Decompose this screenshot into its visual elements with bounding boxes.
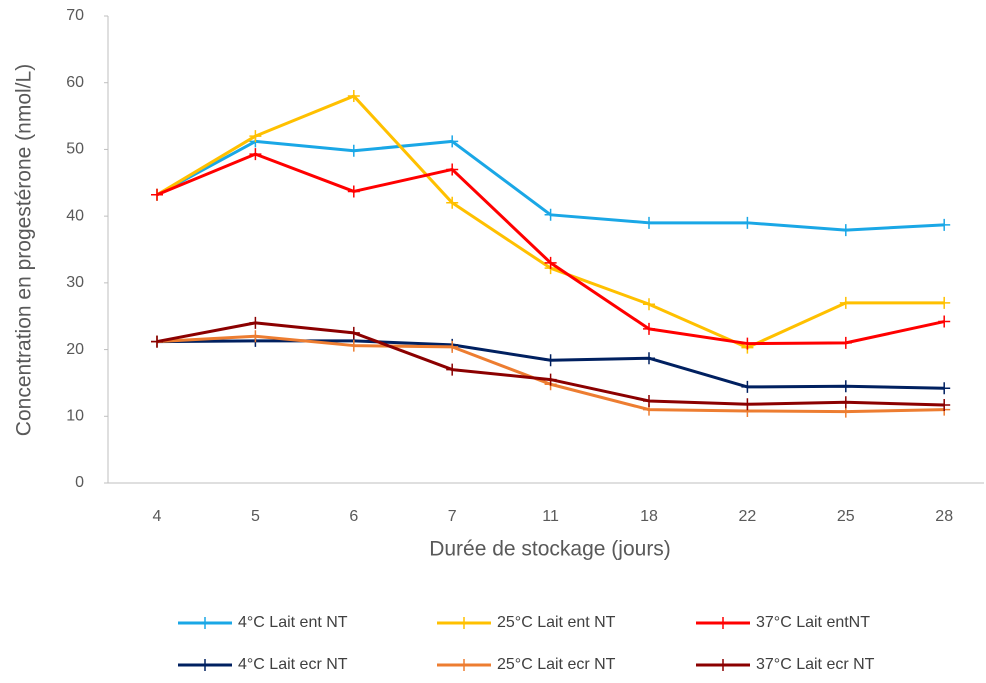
point-marker xyxy=(544,373,557,386)
x-tick-label: 4 xyxy=(153,508,162,525)
point-marker xyxy=(249,330,262,343)
y-tick-label: 70 xyxy=(66,7,84,24)
point-marker xyxy=(741,337,754,350)
point-marker xyxy=(446,163,459,176)
legend-label: 4°C Lait ent NT xyxy=(238,614,348,631)
legend-marker xyxy=(717,659,729,671)
x-tick-label: 25 xyxy=(837,508,855,525)
x-axis-title: Durée de stockage (jours) xyxy=(429,538,671,561)
point-marker xyxy=(741,398,754,411)
point-marker xyxy=(249,130,262,143)
y-tick-label: 20 xyxy=(66,341,84,358)
point-marker xyxy=(839,336,852,349)
legend-marker xyxy=(458,617,470,629)
legend-label: 37°C Lait ecr NT xyxy=(756,656,875,673)
x-tick-label: 18 xyxy=(640,508,658,525)
point-marker xyxy=(643,394,655,407)
point-marker xyxy=(643,298,655,311)
point-marker xyxy=(446,363,459,376)
point-marker xyxy=(151,188,163,201)
point-marker xyxy=(544,256,557,269)
point-marker xyxy=(151,335,163,348)
y-tick-label: 50 xyxy=(66,141,84,158)
y-tick-label: 40 xyxy=(66,207,84,224)
point-marker xyxy=(839,224,852,237)
point-marker xyxy=(839,296,852,309)
point-marker xyxy=(643,322,655,335)
x-tick-label: 7 xyxy=(448,508,457,525)
point-marker xyxy=(347,185,360,198)
point-marker xyxy=(347,90,360,103)
x-tick-label: 6 xyxy=(349,508,358,525)
x-tick-label: 11 xyxy=(542,508,559,525)
x-tick-label: 22 xyxy=(739,508,757,525)
point-marker xyxy=(839,396,852,409)
point-marker xyxy=(347,326,360,339)
point-marker xyxy=(347,144,360,157)
point-marker xyxy=(249,316,262,329)
point-marker xyxy=(249,148,262,161)
point-marker xyxy=(643,216,655,229)
point-marker xyxy=(938,382,951,395)
legend-label: 25°C Lait ent NT xyxy=(497,614,616,631)
x-tick-label: 5 xyxy=(251,508,260,525)
point-marker xyxy=(938,218,951,231)
point-marker xyxy=(741,380,754,393)
series-line xyxy=(156,152,945,346)
legend-label: 37°C Lait entNT xyxy=(756,614,870,631)
point-marker xyxy=(347,339,360,352)
legend-marker xyxy=(717,617,729,629)
series-line xyxy=(156,94,945,350)
point-marker xyxy=(938,315,951,328)
legend-marker xyxy=(199,617,211,629)
y-tick-label: 60 xyxy=(66,74,84,91)
point-marker xyxy=(938,398,951,411)
legend-label: 4°C Lait ecr NT xyxy=(238,656,348,673)
point-marker xyxy=(741,216,754,229)
point-marker xyxy=(643,352,655,365)
point-marker xyxy=(446,135,459,148)
y-tick-label: 30 xyxy=(66,274,84,291)
point-marker xyxy=(938,296,951,309)
x-tick-label: 28 xyxy=(935,508,953,525)
y-tick-label: 10 xyxy=(66,408,84,425)
y-tick-label: 0 xyxy=(75,474,84,491)
point-marker xyxy=(446,340,459,353)
point-marker xyxy=(446,196,459,209)
y-axis-title: Concentration en progestérone (nmol/L) xyxy=(13,64,36,436)
legend-marker xyxy=(458,659,470,671)
legend-marker xyxy=(199,659,211,671)
legend-label: 25°C Lait ecr NT xyxy=(497,656,616,673)
point-marker xyxy=(544,354,557,367)
point-marker xyxy=(544,208,557,221)
point-marker xyxy=(839,380,852,393)
